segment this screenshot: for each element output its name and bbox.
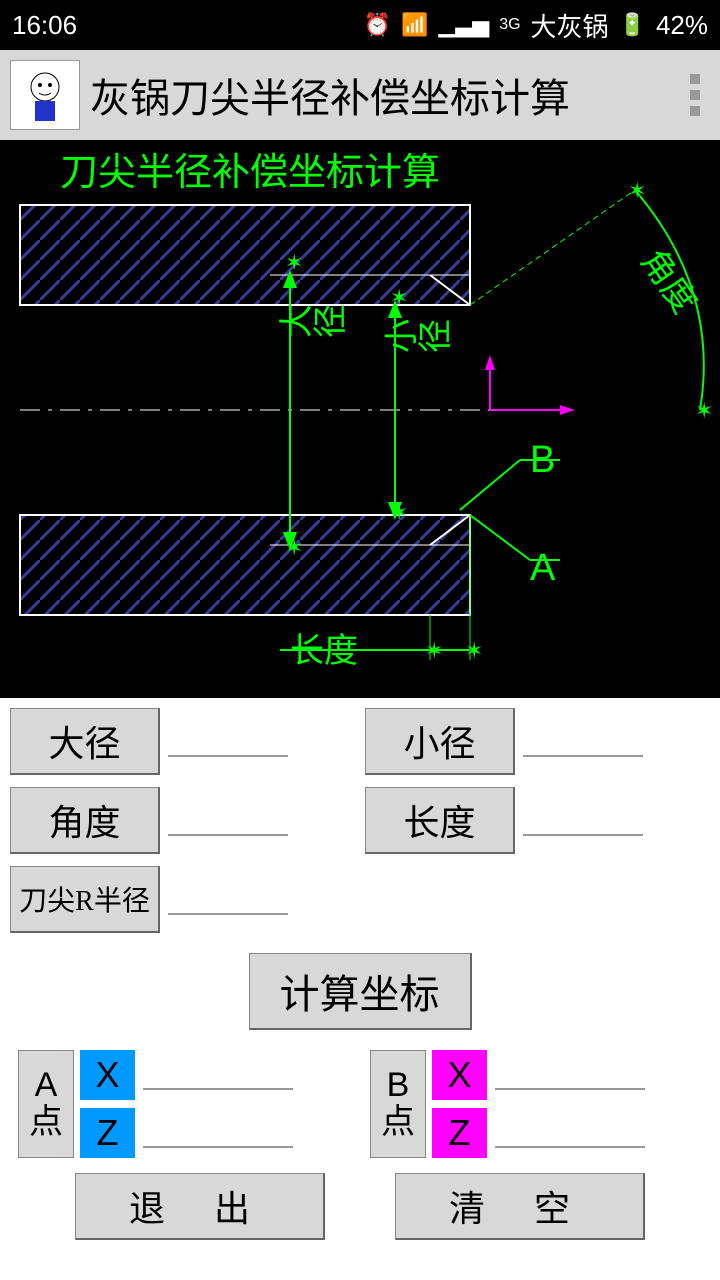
svg-text:✶: ✶: [390, 285, 408, 310]
svg-text:✶: ✶: [285, 535, 303, 560]
point-a-label: A 点: [18, 1050, 74, 1158]
clear-button[interactable]: 清 空: [395, 1173, 645, 1240]
svg-text:✶: ✶: [425, 638, 443, 663]
controls-panel: 大径 小径 角度 长度 刀尖R半径 计算坐标 A 点: [0, 698, 720, 1250]
larger-dia-button[interactable]: 大径: [10, 708, 160, 775]
app-title: 灰锅刀尖半径补偿坐标计算: [90, 66, 680, 124]
diagram-title: 刀尖半径补偿坐标计算: [60, 152, 440, 194]
b-z-output: [495, 1118, 645, 1148]
tool-radius-button[interactable]: 刀尖R半径: [10, 866, 160, 933]
battery-icon: 🔋: [619, 12, 646, 38]
b-z-badge: Z: [432, 1108, 487, 1158]
angle-button[interactable]: 角度: [10, 787, 160, 854]
smaller-dia-input[interactable]: [523, 727, 643, 757]
status-time: 16:06: [12, 10, 77, 41]
smaller-dia-button[interactable]: 小径: [365, 708, 515, 775]
svg-text:小径: 小径: [383, 321, 451, 359]
a-x-badge: X: [80, 1050, 135, 1100]
svg-text:长度: 长度: [290, 632, 358, 670]
svg-text:✶: ✶: [695, 398, 713, 423]
app-icon: [10, 60, 80, 130]
signal-icon: ▁▃▅: [438, 12, 489, 38]
b-x-output: [495, 1060, 645, 1090]
technical-diagram: 刀尖半径补偿坐标计算 大径 ✶ ✶: [0, 140, 720, 698]
tool-radius-input[interactable]: [168, 885, 288, 915]
length-input[interactable]: [523, 806, 643, 836]
angle-input[interactable]: [168, 806, 288, 836]
status-right: ⏰ 📶 ▁▃▅ 3G 大灰锅 🔋 42%: [364, 7, 708, 44]
calculate-button[interactable]: 计算坐标: [249, 953, 472, 1030]
exit-button[interactable]: 退 出: [75, 1173, 325, 1240]
svg-text:✶: ✶: [465, 638, 483, 663]
svg-text:✶: ✶: [628, 178, 646, 203]
svg-text:✶: ✶: [285, 250, 303, 275]
larger-dia-input[interactable]: [168, 727, 288, 757]
svg-text:大径: 大径: [278, 306, 346, 344]
battery-percent: 42%: [656, 10, 708, 41]
svg-text:✶: ✶: [390, 500, 408, 525]
b-x-badge: X: [432, 1050, 487, 1100]
svg-text:B: B: [530, 439, 555, 481]
svg-text:A: A: [530, 547, 556, 589]
menu-icon[interactable]: [690, 74, 710, 116]
network-type: 3G: [499, 17, 520, 33]
app-header: 灰锅刀尖半径补偿坐标计算: [0, 50, 720, 140]
alarm-icon: ⏰: [364, 12, 391, 38]
a-z-badge: Z: [80, 1108, 135, 1158]
svg-text:角度: 角度: [633, 243, 703, 320]
a-z-output: [143, 1118, 293, 1148]
wifi-icon: 📶: [401, 12, 428, 38]
status-bar: 16:06 ⏰ 📶 ▁▃▅ 3G 大灰锅 🔋 42%: [0, 0, 720, 50]
a-x-output: [143, 1060, 293, 1090]
carrier-name: 大灰锅: [531, 7, 609, 44]
point-b-label: B 点: [370, 1050, 426, 1158]
length-button[interactable]: 长度: [365, 787, 515, 854]
